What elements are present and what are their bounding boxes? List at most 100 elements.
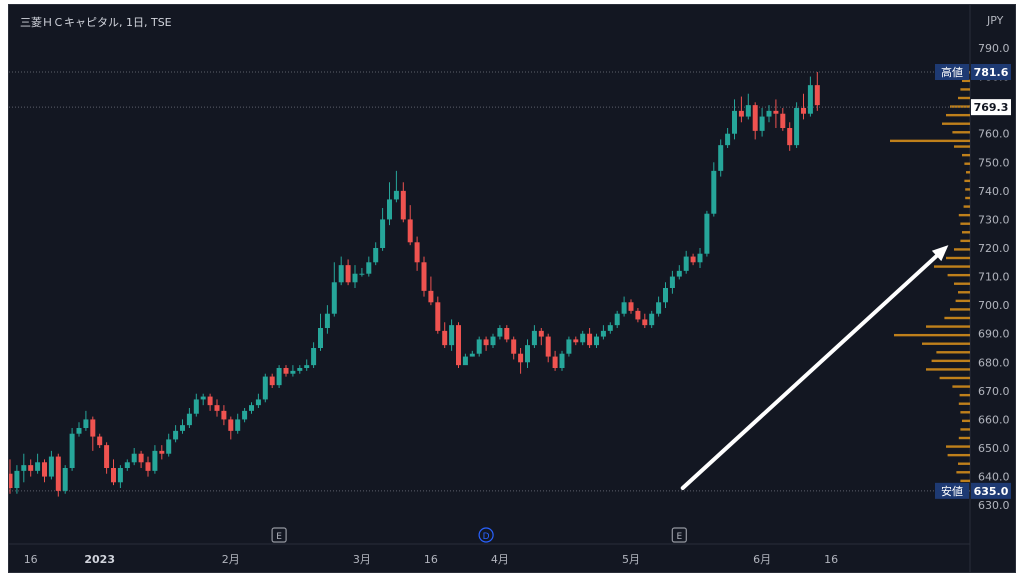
y-tick-label: 760.0	[978, 128, 1010, 141]
y-tick-label: 640.0	[978, 471, 1010, 484]
chart-window[interactable]: EDE 790.0780.0770.0760.0750.0740.0730.07…	[8, 4, 1016, 573]
candle-body	[732, 110, 737, 134]
candle-body	[193, 399, 199, 414]
volume-profile-bar	[965, 196, 970, 200]
x-tick-label: 6月	[753, 553, 771, 566]
candle-body	[345, 265, 351, 283]
volume-profile-bar	[894, 333, 970, 337]
x-tick-label: 2月	[222, 553, 240, 566]
candle-body	[469, 353, 475, 357]
volume-profile-bar	[958, 96, 970, 100]
candle-body	[352, 273, 358, 283]
candle-body	[407, 219, 413, 243]
candle-body	[90, 419, 96, 437]
candle-body	[594, 336, 599, 346]
symbol-title: 三菱ＨＣキャピタル, 1日, TSE	[20, 16, 172, 29]
volume-profile-bar	[942, 122, 970, 125]
low-price-tag-label: 安値	[941, 484, 963, 498]
volume-profile-bar	[960, 88, 970, 91]
low-price-tag-label-bg	[935, 482, 969, 499]
candle-body	[311, 348, 317, 366]
candle-body	[131, 453, 137, 463]
candle-body	[28, 465, 34, 471]
candlestick-chart[interactable]: EDE 790.0780.0770.0760.0750.0740.0730.07…	[9, 5, 1015, 572]
y-tick-label: 670.0	[978, 385, 1010, 398]
candle-body	[373, 248, 379, 263]
volume-profile-bar	[926, 325, 970, 328]
volume-profile-bar	[955, 299, 970, 303]
volume-profile-bar	[946, 256, 970, 260]
volume-profile-bar	[954, 282, 970, 285]
candle-body	[42, 462, 47, 477]
candle-body	[152, 450, 158, 471]
candle-body	[62, 468, 68, 491]
high-price-tag-label: 高値	[941, 65, 963, 79]
volume-profile-bar	[960, 222, 970, 225]
candle-body	[324, 313, 330, 328]
high-price-tag-value-bg	[971, 64, 1011, 80]
earnings-marker	[671, 527, 687, 543]
candle-body	[400, 190, 406, 220]
candle-body	[669, 276, 675, 288]
candle-body	[787, 128, 793, 146]
y-tick-label: 790.0	[978, 42, 1010, 55]
candle-body	[738, 110, 744, 117]
candle-body	[242, 410, 248, 420]
candle-body	[145, 462, 151, 471]
candle-body	[725, 133, 731, 146]
volume-profile-bar	[964, 162, 970, 165]
y-tick-label: 660.0	[978, 413, 1010, 426]
candle-body	[538, 330, 544, 337]
candle-body	[393, 190, 399, 200]
earnings-marker-label: E	[276, 532, 282, 542]
candle-body	[338, 265, 344, 283]
candle-body	[745, 105, 751, 117]
volume-profile-bar	[939, 376, 970, 380]
last-price-tag-value: 769.3	[974, 101, 1009, 114]
candle-body	[531, 330, 537, 346]
candle-body	[476, 339, 482, 354]
candle-body	[566, 339, 572, 354]
y-tick-label: 680.0	[978, 356, 1010, 369]
x-tick-label: 5月	[622, 553, 640, 566]
candle-body	[180, 425, 185, 431]
candle-body	[380, 219, 386, 248]
candle-body	[366, 262, 372, 274]
candle-body	[614, 313, 620, 326]
candle-body	[124, 462, 130, 468]
candle-body	[600, 330, 606, 337]
candle-body	[456, 325, 461, 366]
volume-profile-bar	[954, 248, 970, 251]
volume-profile-bar	[960, 428, 970, 431]
volume-profile-bar	[950, 308, 970, 311]
volume-profile-bar	[963, 205, 970, 208]
x-tick-label: 16	[24, 553, 38, 566]
candle-body	[442, 330, 448, 346]
y-tick-label: 730.0	[978, 213, 1010, 226]
candle-body	[697, 253, 703, 263]
candle-body	[525, 345, 530, 363]
candle-body	[559, 353, 565, 368]
volume-profile-bar	[959, 393, 970, 397]
candle-body	[207, 396, 213, 406]
candle-body	[297, 368, 303, 371]
candle-body	[807, 85, 813, 114]
earnings-marker-label: E	[676, 532, 682, 542]
last-price-tag-value-bg	[971, 99, 1011, 116]
x-tick-label: 4月	[491, 553, 509, 566]
candle-body	[214, 405, 220, 411]
candle-body	[200, 396, 206, 400]
volume-profile-bar	[922, 342, 970, 345]
candle-body	[414, 242, 420, 263]
volume-profile-bar	[958, 436, 970, 440]
volume-profile-bar	[950, 105, 970, 108]
candle-body	[780, 113, 786, 128]
candle-body	[704, 213, 710, 254]
volume-profile-bar	[958, 462, 970, 465]
candle-body	[76, 428, 82, 434]
candle-body	[221, 410, 227, 420]
y-tick-label: 750.0	[978, 156, 1010, 169]
candle-body	[48, 456, 54, 477]
candle-body	[138, 453, 144, 463]
candle-body	[14, 470, 20, 488]
